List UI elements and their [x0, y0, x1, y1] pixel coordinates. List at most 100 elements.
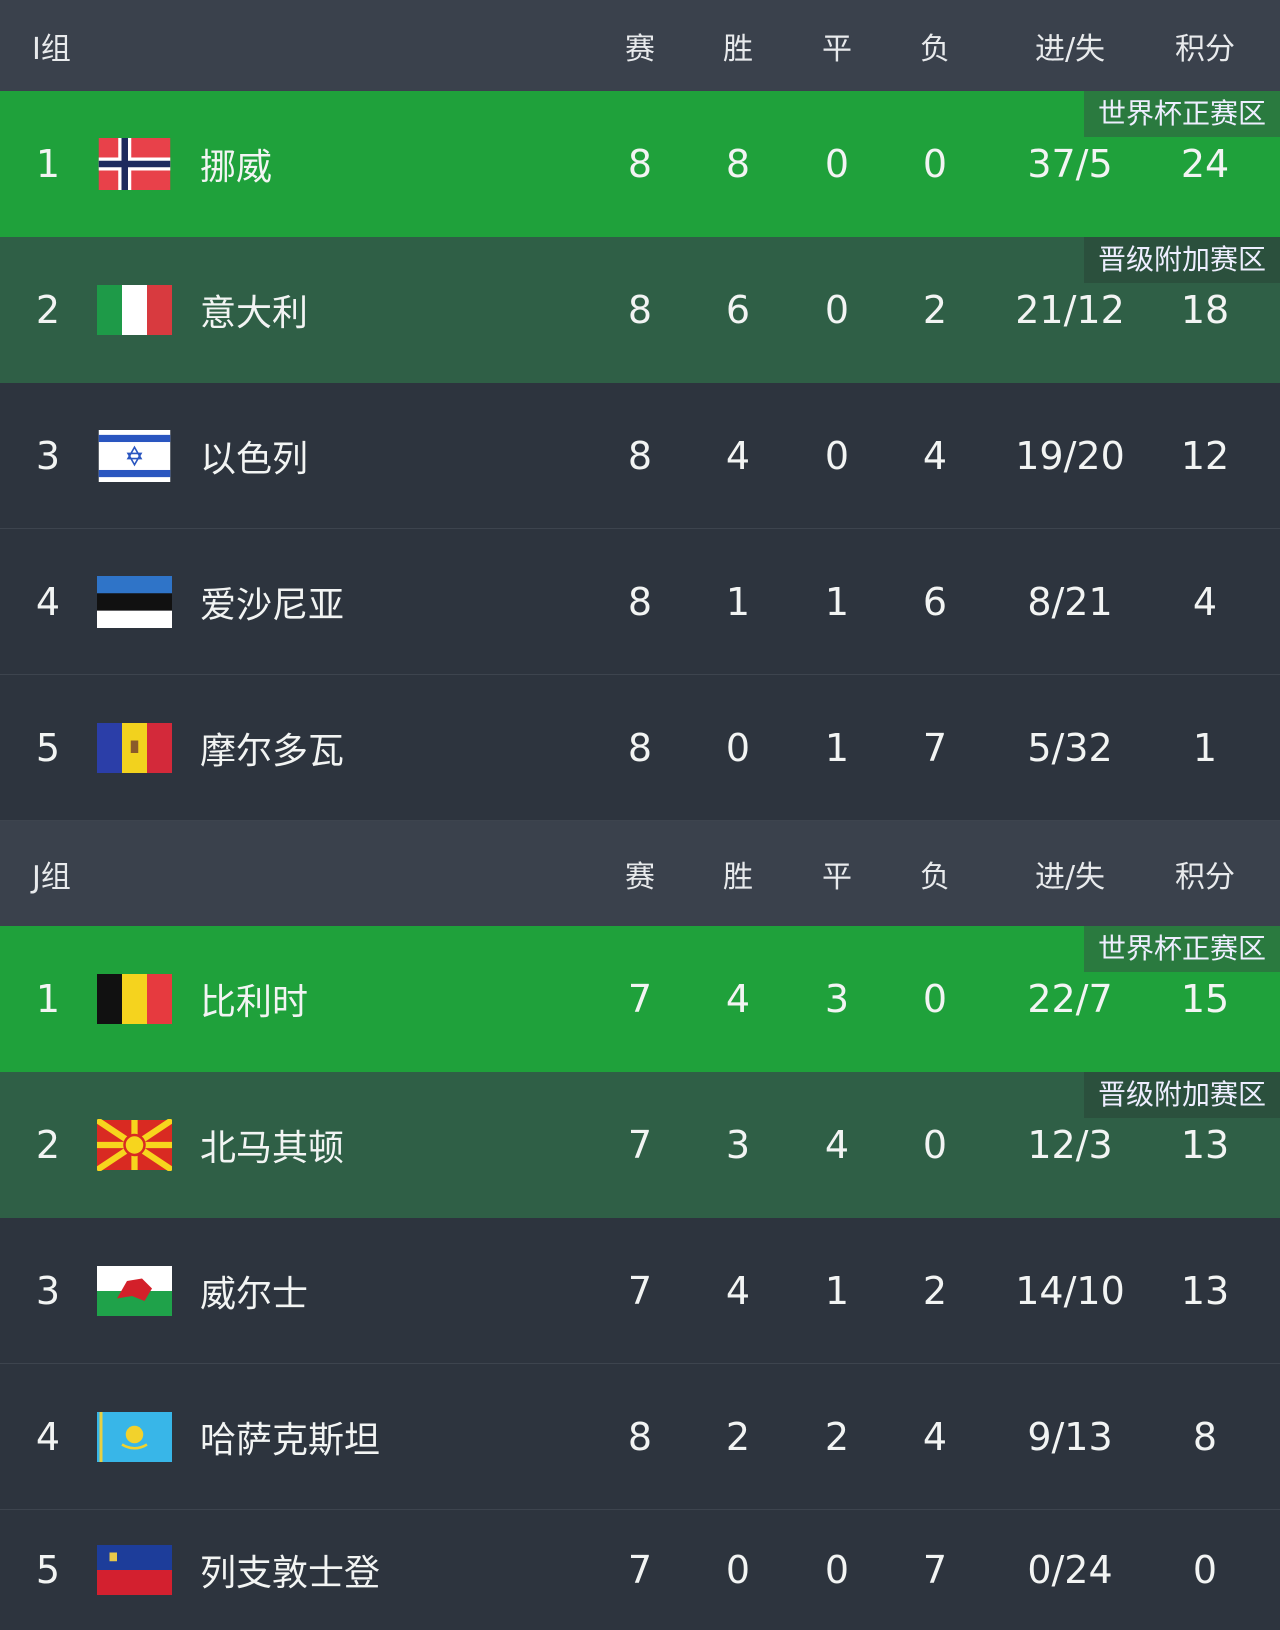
stat-goals: 12/3 [1027, 1123, 1113, 1167]
rank: 2 [35, 1123, 61, 1167]
stat-won: 6 [725, 288, 751, 332]
column-header-lost: 负 [920, 859, 950, 895]
stat-won: 3 [725, 1123, 751, 1167]
team-name[interactable]: 威尔士 [200, 1273, 309, 1315]
belgium-flag [97, 973, 172, 1025]
team-name[interactable]: 比利时 [200, 982, 309, 1023]
kazakhstan-flag [97, 1411, 172, 1463]
column-header-drawn: 平 [822, 31, 852, 67]
team-name[interactable]: 以色列 [200, 438, 309, 480]
stat-points: 0 [1192, 1547, 1218, 1592]
group-name: I组 [32, 31, 71, 67]
stat-lost: 0 [922, 142, 948, 186]
stat-goals: 19/20 [1015, 433, 1125, 478]
stat-points: 18 [1180, 288, 1230, 332]
table-row[interactable]: 3 以色列 8 4 0 4 19/20 12 [0, 383, 1280, 529]
team-name[interactable]: 摩尔多瓦 [200, 730, 345, 772]
stat-played: 8 [627, 433, 653, 478]
liechtenstein-flag [97, 1544, 172, 1596]
group-name: J组 [32, 859, 71, 895]
rank: 3 [35, 433, 61, 478]
rank: 4 [35, 579, 61, 624]
stat-drawn: 1 [824, 579, 850, 624]
team-name[interactable]: 北马其顿 [200, 1128, 345, 1169]
stat-played: 8 [627, 1414, 653, 1459]
stat-drawn: 0 [824, 1547, 850, 1592]
rank: 4 [35, 1414, 61, 1459]
stat-played: 8 [627, 579, 653, 624]
estonia-flag [97, 575, 172, 628]
team-name[interactable]: 爱沙尼亚 [200, 584, 345, 626]
stat-lost: 4 [922, 1414, 948, 1459]
rank: 2 [35, 288, 61, 332]
stat-played: 7 [627, 1547, 653, 1592]
israel-flag [97, 429, 172, 482]
zone-badge: 世界杯正赛区 [1083, 91, 1280, 137]
stat-drawn: 0 [824, 142, 850, 186]
column-header-points: 积分 [1175, 31, 1235, 67]
table-row[interactable]: 5 摩尔多瓦 8 0 1 7 5/32 1 [0, 675, 1280, 821]
stat-won: 8 [725, 142, 751, 186]
team-name[interactable]: 意大利 [200, 293, 309, 334]
rank: 3 [35, 1268, 61, 1313]
stat-won: 2 [725, 1414, 751, 1459]
stat-goals: 8/21 [1027, 579, 1113, 624]
stat-drawn: 1 [824, 725, 850, 770]
stat-drawn: 3 [824, 977, 850, 1021]
column-header-drawn: 平 [822, 859, 852, 895]
stat-points: 4 [1192, 579, 1218, 624]
zone-badge: 晋级附加赛区 [1083, 1072, 1280, 1118]
norway-flag [97, 138, 172, 190]
stat-drawn: 0 [824, 433, 850, 478]
north-macedonia-flag [97, 1119, 172, 1171]
stat-lost: 0 [922, 1123, 948, 1167]
stat-points: 1 [1192, 725, 1218, 770]
stat-played: 8 [627, 142, 653, 186]
team-name[interactable]: 列支敦士登 [200, 1552, 381, 1594]
table-row[interactable]: 世界杯正赛区 1 挪威 8 8 0 0 37/5 24 [0, 91, 1280, 237]
stat-played: 8 [627, 288, 653, 332]
stat-won: 4 [725, 433, 751, 478]
column-header-played: 赛 [625, 859, 655, 895]
table-row[interactable]: 世界杯正赛区 1 比利时 7 4 3 0 22/7 15 [0, 926, 1280, 1072]
column-header-points: 积分 [1175, 859, 1235, 895]
stat-drawn: 4 [824, 1123, 850, 1167]
table-row[interactable]: 3 威尔士 7 4 1 2 14/10 13 [0, 1218, 1280, 1364]
stat-played: 7 [627, 977, 653, 1021]
team-name[interactable]: 挪威 [200, 147, 273, 188]
table-row[interactable]: 4 爱沙尼亚 8 1 1 6 8/21 4 [0, 529, 1280, 675]
stat-played: 7 [627, 1268, 653, 1313]
rank: 1 [35, 142, 61, 186]
stat-lost: 2 [922, 288, 948, 332]
italy-flag [97, 284, 172, 336]
stat-played: 8 [627, 725, 653, 770]
team-name[interactable]: 哈萨克斯坦 [200, 1419, 381, 1461]
stat-won: 4 [725, 977, 751, 1021]
stat-points: 13 [1180, 1123, 1230, 1167]
stat-lost: 6 [922, 579, 948, 624]
table-row[interactable]: 5 列支敦士登 7 0 0 7 0/24 0 [0, 1510, 1280, 1629]
stat-points: 24 [1180, 142, 1230, 186]
stat-drawn: 2 [824, 1414, 850, 1459]
zone-badge: 晋级附加赛区 [1083, 237, 1280, 283]
rank: 1 [35, 977, 61, 1021]
column-header-won: 胜 [723, 859, 753, 895]
column-header-goals: 进/失 [1034, 31, 1106, 67]
column-header-won: 胜 [723, 31, 753, 67]
stat-goals: 22/7 [1027, 977, 1113, 1021]
table-row[interactable]: 晋级附加赛区 2 北马其顿 7 3 4 0 12/3 13 [0, 1072, 1280, 1218]
column-header-played: 赛 [625, 31, 655, 67]
stat-lost: 4 [922, 433, 948, 478]
zone-badge: 世界杯正赛区 [1083, 926, 1280, 972]
stat-played: 7 [627, 1123, 653, 1167]
stat-drawn: 0 [824, 288, 850, 332]
rank: 5 [35, 725, 61, 770]
stat-drawn: 1 [824, 1268, 850, 1313]
stat-lost: 0 [922, 977, 948, 1021]
column-header-goals: 进/失 [1034, 859, 1106, 895]
stat-points: 8 [1192, 1414, 1218, 1459]
stat-lost: 2 [922, 1268, 948, 1313]
table-row[interactable]: 晋级附加赛区 2 意大利 8 6 0 2 21/12 18 [0, 237, 1280, 383]
table-row[interactable]: 4 哈萨克斯坦 8 2 2 4 9/13 8 [0, 1364, 1280, 1510]
